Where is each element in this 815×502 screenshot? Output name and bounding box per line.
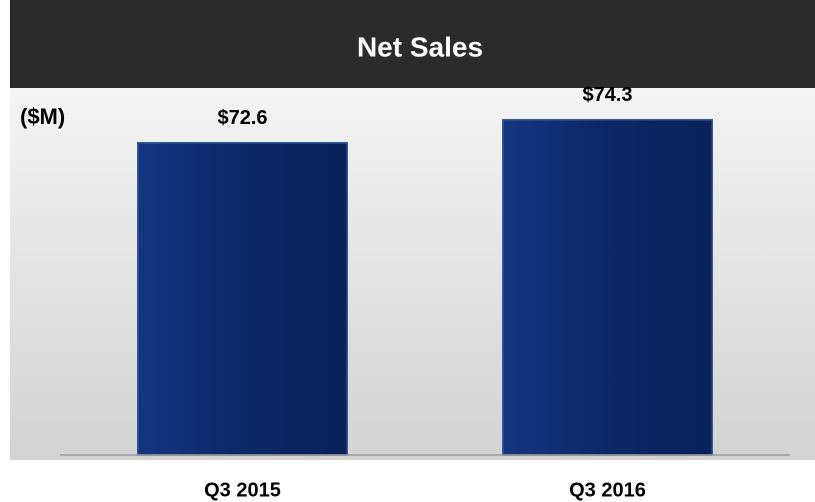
bar (136, 141, 349, 456)
value-label: $72.6 (217, 107, 267, 129)
x-tick-label: Q3 2016 (569, 479, 646, 501)
chart-title: Net Sales (357, 31, 483, 62)
bar (501, 118, 714, 456)
x-tick-label: Q3 2015 (204, 479, 281, 501)
title-bar (10, 0, 815, 88)
y-axis-label: ($M) (20, 104, 65, 129)
value-label: $74.3 (582, 84, 632, 106)
